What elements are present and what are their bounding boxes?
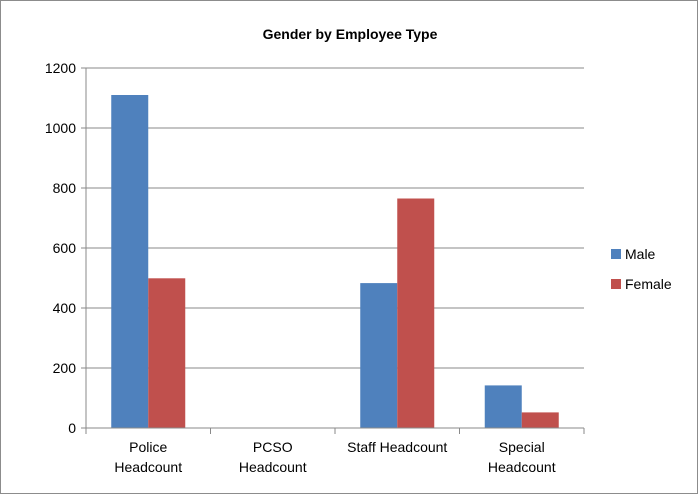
- y-tick-label: 1200: [45, 60, 76, 76]
- bar-male: [111, 95, 149, 428]
- x-tick-label: Police: [129, 439, 167, 455]
- chart-title: Gender by Employee Type: [263, 26, 438, 42]
- legend-swatch-female: [611, 279, 621, 289]
- legend: Male Female: [611, 246, 672, 292]
- legend-swatch-male: [611, 249, 621, 259]
- y-tick-label: 600: [53, 240, 77, 256]
- y-tick-label: 800: [53, 180, 77, 196]
- bar-female: [397, 198, 435, 428]
- x-tick-label: Special: [499, 439, 545, 455]
- x-tick-label: PCSO: [253, 439, 293, 455]
- bars: [111, 95, 559, 428]
- x-tick-label: Staff Headcount: [347, 439, 447, 455]
- x-tick-label: Headcount: [488, 459, 556, 475]
- y-tick-label: 0: [68, 420, 76, 436]
- y-tick-label: 200: [53, 360, 77, 376]
- bar-female: [148, 278, 186, 428]
- y-tick-label: 400: [53, 300, 77, 316]
- bar-male: [360, 283, 398, 428]
- legend-label-female: Female: [625, 276, 672, 292]
- bar-male: [484, 385, 522, 428]
- y-tick-label: 1000: [45, 120, 76, 136]
- x-tick-label: Headcount: [239, 459, 307, 475]
- legend-label-male: Male: [625, 246, 656, 262]
- axes: 0 200 400 600 800 1000 1200 Police Headcount PCSO…: [45, 60, 585, 475]
- x-tick-label: Headcount: [114, 459, 182, 475]
- bar-female: [521, 412, 559, 428]
